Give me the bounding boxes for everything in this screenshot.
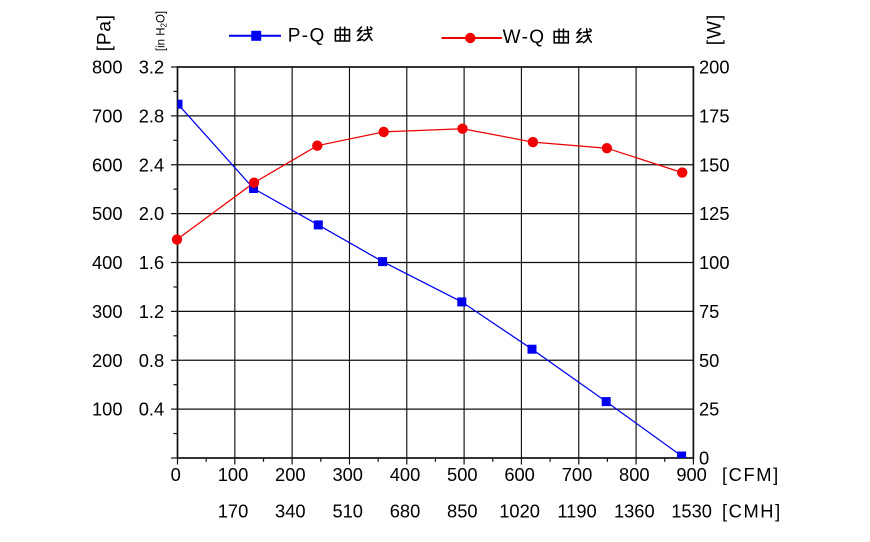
svg-text:P-Q: P-Q: [288, 25, 326, 46]
svg-text:100: 100: [92, 399, 123, 420]
svg-text:75: 75: [699, 301, 719, 322]
svg-text:[in H2O]: [in H2O]: [155, 11, 168, 51]
svg-text:700: 700: [92, 106, 123, 127]
svg-text:1.6: 1.6: [139, 252, 164, 273]
svg-text:800: 800: [619, 464, 650, 485]
svg-text:1530: 1530: [671, 501, 712, 522]
svg-text:300: 300: [92, 301, 123, 322]
svg-text:510: 510: [332, 501, 363, 522]
svg-text:W-Q: W-Q: [503, 27, 546, 48]
svg-text:[Pa]: [Pa]: [95, 14, 116, 51]
svg-text:[CMH]: [CMH]: [722, 501, 782, 522]
svg-text:1.2: 1.2: [139, 301, 164, 322]
svg-text:500: 500: [447, 464, 478, 485]
svg-text:170: 170: [218, 501, 249, 522]
svg-text:900: 900: [676, 464, 707, 485]
svg-text:1020: 1020: [499, 501, 540, 522]
svg-text:175: 175: [699, 106, 730, 127]
svg-text:300: 300: [332, 464, 363, 485]
svg-text:100: 100: [699, 252, 730, 273]
svg-text:2.0: 2.0: [139, 203, 164, 224]
svg-text:850: 850: [447, 501, 478, 522]
svg-text:2.4: 2.4: [139, 154, 164, 175]
svg-text:0.8: 0.8: [139, 350, 164, 371]
svg-text:1190: 1190: [557, 501, 596, 522]
svg-text:100: 100: [218, 464, 249, 485]
svg-text:200: 200: [275, 464, 306, 485]
svg-text:400: 400: [92, 252, 123, 273]
svg-text:2.8: 2.8: [139, 106, 164, 127]
svg-text:50: 50: [699, 350, 719, 371]
svg-text:0.4: 0.4: [139, 399, 164, 420]
svg-text:600: 600: [92, 154, 123, 175]
svg-text:1360: 1360: [614, 501, 655, 522]
svg-text:400: 400: [390, 464, 421, 485]
svg-text:0: 0: [699, 448, 709, 469]
svg-text:125: 125: [699, 203, 730, 224]
svg-text:150: 150: [699, 154, 730, 175]
svg-text:500: 500: [92, 203, 123, 224]
svg-text:800: 800: [92, 57, 123, 78]
svg-text:0: 0: [171, 464, 181, 485]
svg-text:700: 700: [562, 464, 593, 485]
svg-text:200: 200: [699, 57, 730, 78]
svg-text:[CFM]: [CFM]: [722, 464, 780, 485]
svg-text:340: 340: [275, 501, 306, 522]
svg-text:680: 680: [390, 501, 421, 522]
svg-text:200: 200: [92, 350, 123, 371]
svg-text:[W]: [W]: [705, 14, 726, 46]
svg-text:25: 25: [699, 399, 719, 420]
svg-text:3.2: 3.2: [139, 57, 164, 78]
svg-text:600: 600: [504, 464, 535, 485]
